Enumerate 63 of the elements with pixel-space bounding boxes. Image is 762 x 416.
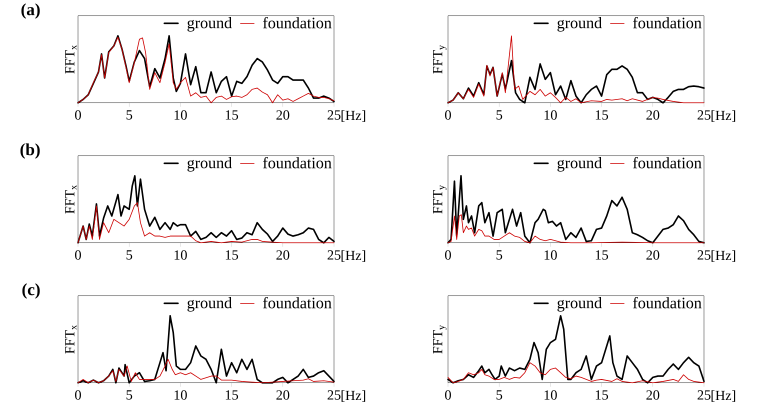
x-axis-title: [Hz]	[712, 390, 736, 402]
y-axis-title: FFT$_{x}$	[65, 185, 76, 214]
legend-label: foundation	[262, 17, 332, 28]
x-tick-label: 25	[328, 390, 340, 400]
x-tick-label: 0	[445, 110, 451, 120]
x-tick-label: 25	[698, 250, 710, 260]
x-tick-label: 20	[646, 110, 660, 120]
x-tick-label: 20	[276, 390, 290, 400]
x-tick-label: 5	[126, 250, 132, 260]
x-tick-label: 20	[646, 250, 660, 260]
x-tick-label: 15	[596, 110, 608, 120]
x-tick-label: 10	[544, 110, 557, 120]
x-tick-label: 10	[174, 390, 187, 400]
x-tick-label: 15	[596, 390, 608, 400]
x-tick-label: 25	[328, 110, 340, 120]
chart-title: (c)	[22, 283, 40, 299]
x-tick-label: 10	[174, 250, 187, 260]
chart-title: (b)	[20, 143, 40, 159]
x-tick-label: 0	[75, 390, 81, 400]
x-tick-label: 25	[698, 390, 710, 400]
legend-label: foundation	[262, 297, 332, 308]
x-tick-label: 5	[496, 390, 502, 400]
x-axis-title: [Hz]	[712, 250, 736, 262]
x-tick-label: 20	[276, 110, 290, 120]
legend-label: ground	[187, 17, 232, 32]
legend-label: ground	[187, 297, 232, 312]
x-tick-label: 10	[544, 250, 557, 260]
x-tick-label: 15	[226, 110, 238, 120]
x-axis-title: [Hz]	[342, 110, 366, 122]
x-tick-label: 5	[496, 110, 502, 120]
x-tick-label: 25	[698, 110, 710, 120]
x-tick-label: 15	[226, 250, 238, 260]
x-tick-label: 15	[226, 390, 238, 400]
legend-label: ground	[557, 17, 602, 32]
y-axis-title: FFT$_{y}$	[433, 45, 446, 74]
y-axis-title: FFT$_{y}$	[433, 325, 446, 354]
x-tick-label: 5	[496, 250, 502, 260]
legend-label: foundation	[262, 157, 332, 168]
y-axis-title: FFT$_{x}$	[65, 45, 76, 74]
y-axis-title: FFT$_{y}$	[433, 185, 446, 214]
x-tick-label: 0	[75, 110, 81, 120]
legend-label: foundation	[632, 297, 702, 308]
x-axis-title: [Hz]	[342, 390, 366, 402]
legend-label: ground	[557, 297, 602, 312]
legend-label: foundation	[632, 157, 702, 168]
legend-label: ground	[557, 157, 602, 172]
legend-label: ground	[187, 157, 232, 172]
x-axis-title: [Hz]	[342, 250, 366, 262]
x-tick-label: 0	[75, 250, 81, 260]
x-tick-label: 15	[596, 250, 608, 260]
x-tick-label: 0	[445, 250, 451, 260]
x-axis-title: [Hz]	[712, 110, 736, 122]
y-axis-title: FFT$_{x}$	[65, 325, 76, 354]
legend-label: foundation	[632, 17, 702, 28]
chart-title: (a)	[21, 3, 40, 19]
x-tick-label: 10	[174, 110, 187, 120]
x-tick-label: 0	[445, 390, 451, 400]
x-tick-label: 20	[276, 250, 290, 260]
x-tick-label: 5	[126, 110, 132, 120]
x-tick-label: 25	[328, 250, 340, 260]
x-tick-label: 20	[646, 390, 660, 400]
x-tick-label: 10	[544, 390, 557, 400]
x-tick-label: 5	[126, 390, 132, 400]
